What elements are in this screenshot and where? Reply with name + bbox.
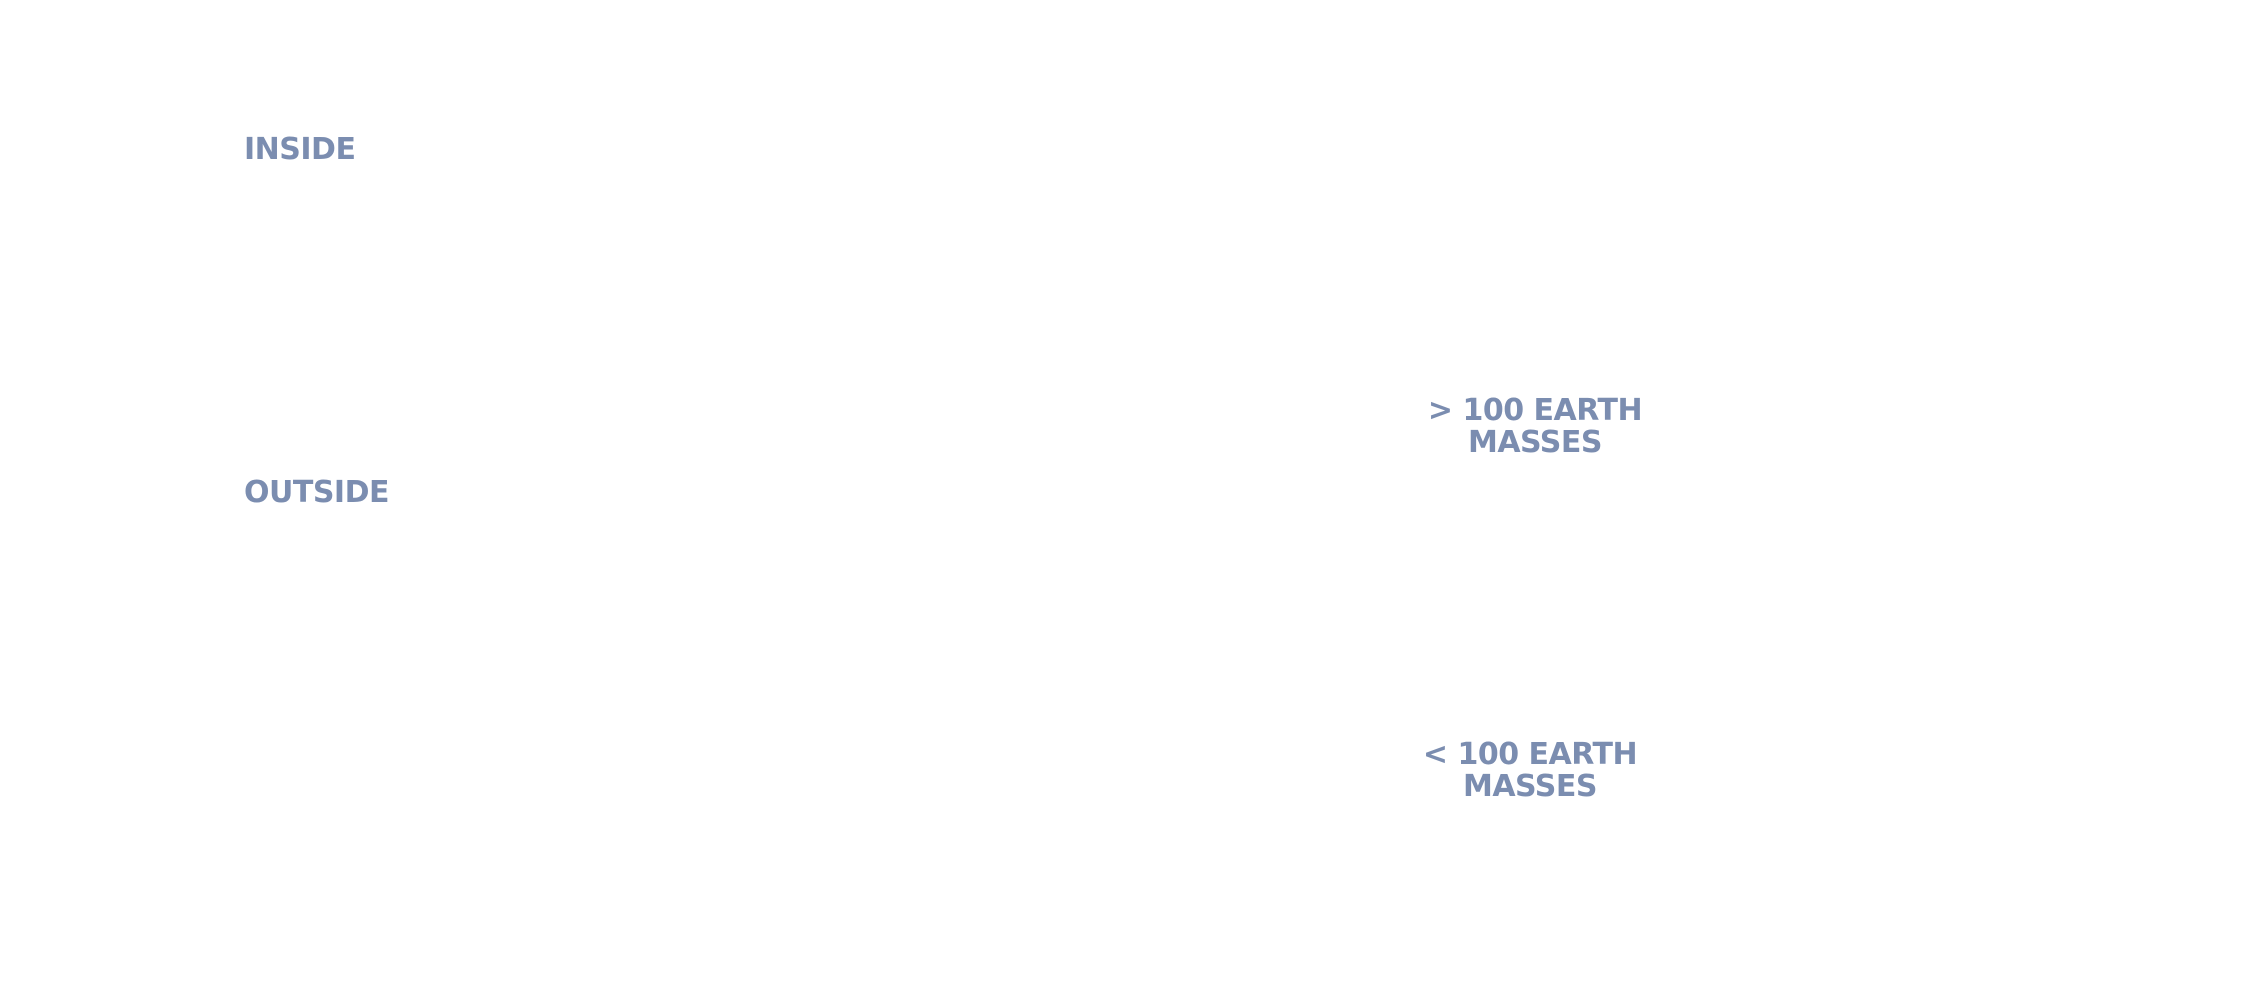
mass-greater-line1: > 100 EARTH: [1427, 393, 1643, 428]
mass-greater-than-label: > 100 EARTH MASSES: [1425, 395, 1645, 459]
mass-less-line2: MASSES: [1462, 769, 1598, 804]
outside-row-label: OUTSIDE: [244, 475, 390, 510]
mass-greater-line2: MASSES: [1467, 425, 1603, 460]
inside-row-label: INSIDE: [244, 132, 356, 167]
mass-less-line1: < 100 EARTH: [1422, 737, 1638, 772]
mass-less-than-label: < 100 EARTH MASSES: [1420, 739, 1640, 803]
